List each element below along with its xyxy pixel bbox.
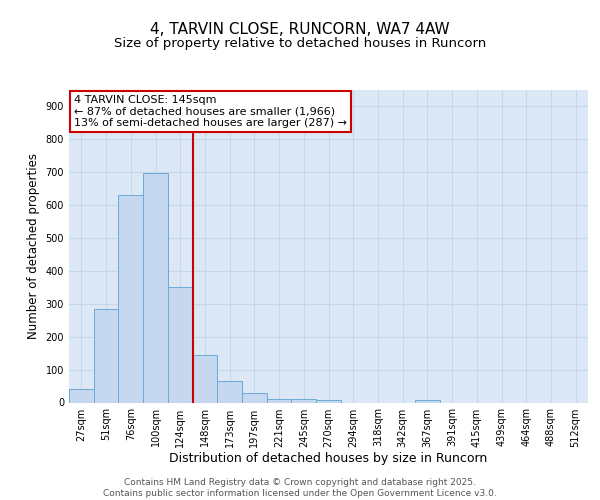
Bar xyxy=(242,392,267,402)
Bar xyxy=(292,399,316,402)
Y-axis label: Number of detached properties: Number of detached properties xyxy=(27,153,40,339)
Bar xyxy=(267,398,292,402)
Text: 4, TARVIN CLOSE, RUNCORN, WA7 4AW: 4, TARVIN CLOSE, RUNCORN, WA7 4AW xyxy=(150,22,450,38)
Bar xyxy=(193,355,217,403)
Text: 4 TARVIN CLOSE: 145sqm
← 87% of detached houses are smaller (1,966)
13% of semi-: 4 TARVIN CLOSE: 145sqm ← 87% of detached… xyxy=(74,94,347,128)
Bar xyxy=(69,388,94,402)
Bar xyxy=(94,310,118,402)
Bar xyxy=(415,400,440,402)
Text: Size of property relative to detached houses in Runcorn: Size of property relative to detached ho… xyxy=(114,38,486,51)
Bar xyxy=(316,400,341,402)
Bar xyxy=(118,196,143,402)
X-axis label: Distribution of detached houses by size in Runcorn: Distribution of detached houses by size … xyxy=(169,452,488,466)
Bar xyxy=(143,173,168,402)
Text: Contains HM Land Registry data © Crown copyright and database right 2025.
Contai: Contains HM Land Registry data © Crown c… xyxy=(103,478,497,498)
Bar xyxy=(168,286,193,403)
Bar xyxy=(217,381,242,402)
